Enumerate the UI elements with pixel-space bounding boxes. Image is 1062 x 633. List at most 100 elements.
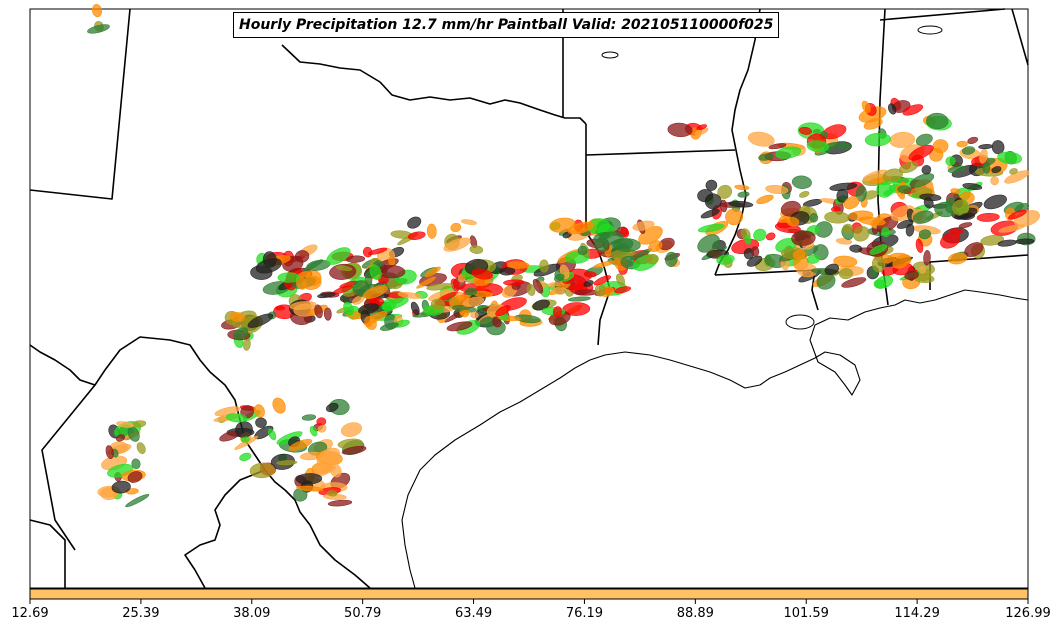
precip-blob (301, 414, 317, 421)
precip-blob (923, 197, 934, 209)
precip-blob (852, 226, 870, 242)
precip-blob (913, 210, 934, 224)
precip-blob (898, 161, 919, 174)
precip-blob (863, 118, 883, 130)
colorbar (29, 588, 1029, 600)
colorbar-ticks (29, 599, 1029, 604)
precip-blob (612, 238, 641, 252)
precip-blob (329, 462, 342, 478)
precip-blob (567, 296, 591, 302)
precip-blob (499, 267, 516, 276)
colorbar-tick-label: 38.09 (233, 606, 271, 621)
precip-blob (833, 255, 858, 268)
precip-blob (983, 194, 1007, 210)
precip-blob (697, 234, 720, 253)
precip-blob (407, 216, 422, 229)
precip-blob (471, 268, 493, 280)
precip-blob (858, 216, 886, 226)
precip-blob (915, 133, 933, 146)
precip-blob (990, 176, 999, 186)
precip-blob (131, 458, 141, 470)
precip-blob (704, 193, 722, 210)
precip-blob (904, 270, 919, 281)
precip-blob (855, 185, 867, 202)
precip-blob (750, 246, 760, 257)
precip-blob (824, 211, 850, 224)
precip-blob (229, 311, 246, 322)
precip-blob (362, 285, 388, 299)
precip-blob (734, 184, 750, 191)
precip-blob (991, 166, 1002, 174)
precip-blob (368, 247, 388, 255)
precip-blob (87, 24, 110, 34)
precip-blob (105, 445, 114, 459)
colorbar-tick-label: 126.99 (1005, 606, 1051, 621)
colorbar-tick-label: 25.39 (122, 606, 160, 621)
precip-blob (426, 283, 454, 291)
precip-blob (747, 131, 775, 147)
precip-blob (876, 181, 893, 198)
precip-blob (317, 292, 336, 299)
precip-blob (864, 132, 891, 147)
precip-blob (873, 279, 886, 289)
precip-blob (302, 275, 322, 290)
precip-blob (526, 283, 536, 296)
precip-blob (470, 311, 479, 319)
precip-blob (255, 417, 267, 428)
precip-blob (791, 175, 812, 190)
precip-blob (276, 460, 298, 466)
precip-blob (696, 124, 707, 130)
precip-blob (309, 425, 318, 437)
precip-blob (962, 182, 983, 191)
precip-blob (746, 255, 763, 267)
precip-blob (553, 287, 565, 295)
precip-blob (552, 306, 563, 317)
precip-blob (469, 245, 484, 254)
precip-blob (369, 264, 382, 280)
precip-blob (791, 230, 816, 246)
precip-blob (289, 301, 317, 310)
precip-blob (926, 112, 949, 130)
precip-blob (792, 249, 806, 260)
precip-blob (464, 287, 478, 296)
precip-blob (775, 146, 802, 159)
precip-blob (539, 259, 549, 273)
precip-blob (786, 217, 800, 227)
precip-blob (929, 147, 944, 162)
precip-blob (325, 402, 339, 413)
precip-blob (583, 271, 597, 278)
precip-blob (397, 292, 423, 299)
precip-blob (949, 228, 964, 235)
precip-blob (806, 140, 830, 153)
precip-blob (314, 304, 323, 319)
precip-blob (592, 260, 615, 269)
precip-blob (262, 251, 277, 268)
precip-blob (648, 240, 663, 252)
precip-blob (997, 151, 1023, 165)
precip-blob (408, 231, 426, 240)
precip-blob (616, 273, 625, 286)
precip-blob (897, 185, 912, 194)
precip-blob (632, 220, 655, 231)
precip-blob (947, 252, 968, 265)
precip-blob (956, 140, 968, 148)
precip-blob (806, 254, 821, 264)
precip-blob (1009, 168, 1018, 175)
precip-blob (249, 462, 276, 479)
precip-blob (908, 144, 934, 161)
precip-blob (961, 146, 976, 155)
precip-blob (554, 273, 565, 282)
precip-blob (340, 422, 363, 437)
colorbar-tick-label: 114.29 (894, 606, 940, 621)
precip-blob (446, 321, 473, 332)
precip-blob (567, 221, 595, 235)
precip-blob (326, 247, 351, 265)
precip-blob (667, 122, 693, 138)
precip-blob (918, 229, 931, 240)
precip-blob (737, 191, 750, 198)
precip-blob (1015, 238, 1035, 245)
precip-blob (888, 103, 897, 115)
precip-blob (430, 298, 445, 310)
precip-blob (111, 480, 131, 494)
precip-blob (768, 143, 787, 150)
